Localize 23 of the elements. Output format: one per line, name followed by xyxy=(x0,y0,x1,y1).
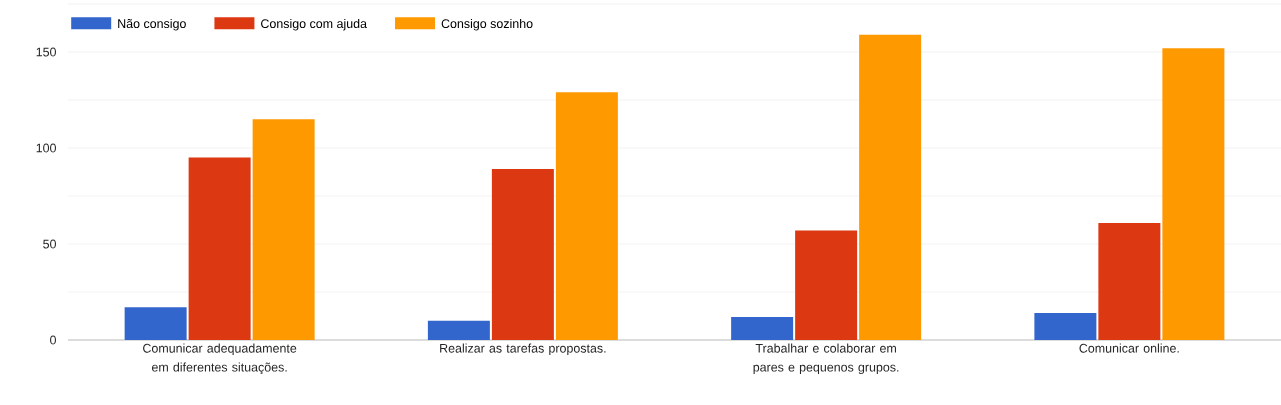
legend-label: Consigo sozinho xyxy=(441,18,533,31)
bar xyxy=(1162,48,1225,340)
bar xyxy=(491,169,554,340)
bar xyxy=(427,320,490,340)
y-tick-label: 0 xyxy=(50,335,56,345)
bar xyxy=(795,230,858,340)
legend-label: Consigo com ajuda xyxy=(261,18,367,31)
bar xyxy=(731,316,794,340)
x-tick-label: Comunicar adequadamente em diferentes situações. xyxy=(143,343,297,375)
bar xyxy=(859,34,922,340)
x-tick-label: Trabalhar e colaborar em pares e pequenos grupos. xyxy=(753,343,899,375)
x-tick-label: Realizar as tarefas propostas. xyxy=(440,343,606,356)
y-tick-label: 150 xyxy=(36,47,56,57)
y-tick-label: 50 xyxy=(43,239,56,249)
bar xyxy=(1098,222,1161,340)
x-tick-label: Comunicar online. xyxy=(1079,343,1179,353)
bar xyxy=(124,307,187,340)
bar xyxy=(555,92,618,340)
bar xyxy=(1034,313,1097,340)
bar xyxy=(252,119,315,340)
bar xyxy=(188,157,251,340)
y-tick-label: 100 xyxy=(36,143,56,153)
legend-label: Não consigo xyxy=(118,18,186,31)
